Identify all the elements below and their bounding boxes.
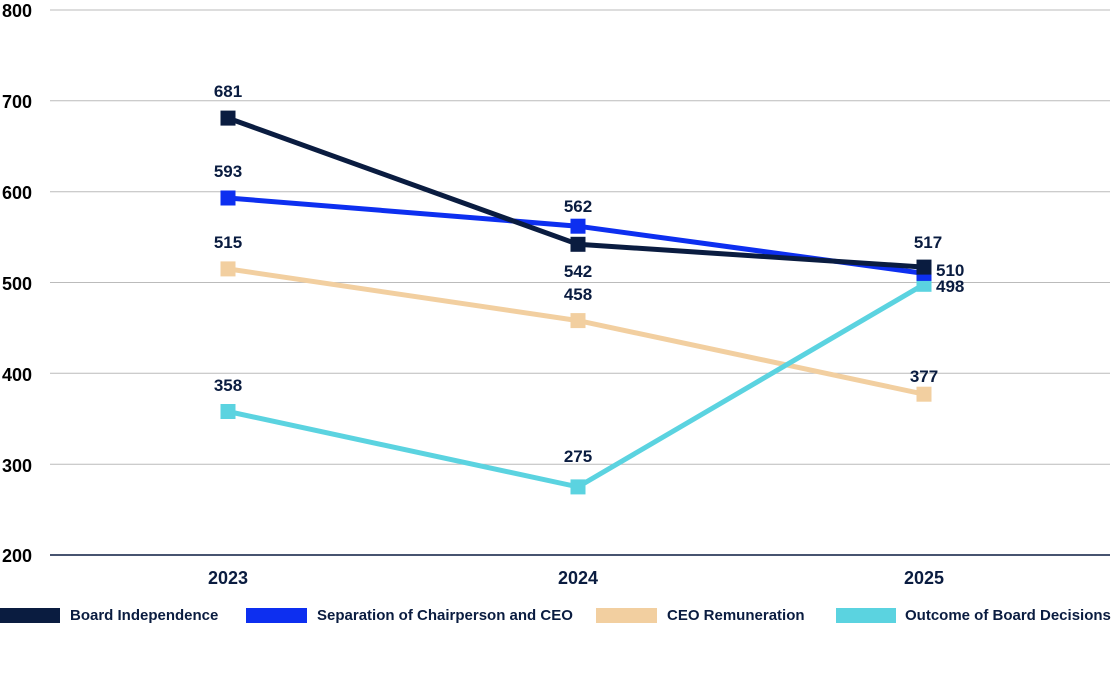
svg-text:200: 200 bbox=[2, 546, 32, 566]
svg-text:358: 358 bbox=[214, 376, 242, 395]
svg-text:593: 593 bbox=[214, 162, 242, 181]
svg-text:458: 458 bbox=[564, 285, 592, 304]
svg-text:400: 400 bbox=[2, 365, 32, 385]
svg-text:Separation of Chairperson and: Separation of Chairperson and CEO bbox=[317, 607, 573, 624]
svg-text:CEO Remuneration: CEO Remuneration bbox=[667, 607, 805, 624]
svg-text:562: 562 bbox=[564, 197, 592, 216]
svg-text:377: 377 bbox=[910, 367, 938, 386]
svg-text:2024: 2024 bbox=[558, 568, 598, 588]
svg-text:800: 800 bbox=[2, 1, 32, 21]
svg-text:517: 517 bbox=[914, 233, 942, 252]
svg-text:542: 542 bbox=[564, 262, 592, 281]
svg-text:498: 498 bbox=[936, 277, 964, 296]
svg-text:2023: 2023 bbox=[208, 568, 248, 588]
svg-text:500: 500 bbox=[2, 274, 32, 294]
svg-text:Board Independence: Board Independence bbox=[70, 607, 218, 624]
svg-text:Outcome of Board Decisions: Outcome of Board Decisions bbox=[905, 607, 1111, 624]
svg-text:681: 681 bbox=[214, 82, 242, 101]
svg-text:275: 275 bbox=[564, 447, 592, 466]
svg-text:515: 515 bbox=[214, 233, 242, 252]
svg-text:700: 700 bbox=[2, 92, 32, 112]
svg-text:600: 600 bbox=[2, 183, 32, 203]
svg-text:2025: 2025 bbox=[904, 568, 944, 588]
svg-text:300: 300 bbox=[2, 456, 32, 476]
